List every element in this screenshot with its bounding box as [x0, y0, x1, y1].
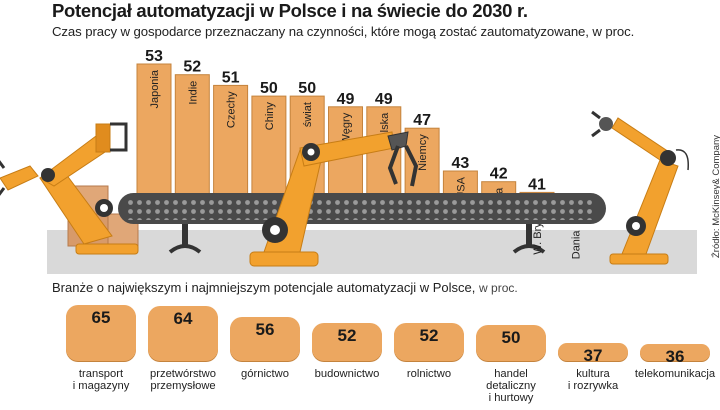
industry-label-line: kultura: [576, 368, 610, 380]
industry-label-line: przemysłowe: [150, 380, 216, 392]
industry-label-line: rolnictwo: [406, 368, 452, 380]
industry-box: 36: [640, 344, 710, 366]
industry-label-line: i hurtowy: [488, 392, 534, 404]
industry-label-line: detaliczny: [486, 380, 536, 392]
bar-value-label: 51: [222, 69, 240, 86]
bar-category-label: świat: [302, 102, 314, 127]
industry-box: 52: [312, 323, 382, 361]
bar-value-label: 52: [183, 59, 201, 76]
industry-value: 37: [583, 346, 603, 365]
industry-label: przetwórstwo przemysłowe: [133, 368, 233, 392]
industry-label: handel detaliczny i hurtowy: [461, 368, 561, 404]
conveyor-legs: [168, 222, 546, 254]
industry-label-line: transport: [78, 368, 124, 380]
industry-value: 65: [91, 308, 111, 327]
bar-value-label: 50: [260, 80, 278, 97]
industry-label-line: budownictwo: [314, 368, 380, 380]
bar-category-label: Dania: [570, 230, 582, 260]
bar-category-label: Chiny: [264, 102, 276, 131]
industry-value: 56: [255, 320, 275, 339]
industry-label: telekomunikacja: [625, 368, 720, 380]
industry-label: transport i magazyny: [51, 368, 151, 392]
industry-label: budownictwo: [297, 368, 397, 380]
bar-value-label: 53: [145, 48, 163, 65]
left-robot-arm: [0, 122, 139, 255]
bar-value-label: 50: [298, 80, 316, 97]
conveyor-belt: [118, 193, 606, 224]
industries-unit: w proc.: [479, 281, 518, 295]
industry-label-line: i rozrywka: [567, 380, 619, 392]
industries-heading: Branże o największym i najmniejszym pote…: [52, 280, 518, 295]
bar-category-label: Niemcy: [417, 134, 429, 171]
industry-label-line: górnictwo: [241, 368, 289, 380]
industry-box: 65: [66, 305, 136, 361]
industry-box: 50: [476, 325, 546, 361]
industry-label: rolnictwo: [379, 368, 479, 380]
industry-label-line: telekomunikacja: [634, 368, 716, 380]
bar-czechy: [213, 84, 249, 197]
industry-value: 64: [173, 309, 193, 328]
bar-value-label: 49: [337, 91, 355, 108]
bar-japonia: [136, 63, 172, 197]
industry-box: 56: [230, 317, 300, 361]
right-robot-arm: [591, 110, 689, 265]
bar-category-label: Węgry: [341, 112, 353, 144]
floor: [47, 230, 697, 274]
industry-value: 36: [665, 347, 685, 366]
bar-value-label: 47: [413, 112, 431, 129]
industry-box: 37: [558, 343, 628, 365]
bar-chiny: [251, 95, 287, 197]
industry-box: 52: [394, 323, 464, 361]
bar-value-label: 41: [528, 176, 546, 193]
industry-label-line: przetwórstwo: [150, 368, 216, 380]
industry-value: 50: [501, 328, 521, 347]
industry-value: 52: [337, 326, 357, 345]
bar-indie: [174, 74, 210, 197]
chart-title: Potencjał automatyzacji w Polsce i na św…: [52, 0, 528, 21]
bar-value-label: 42: [490, 166, 508, 183]
bar-usa: [442, 170, 478, 197]
industry-label-line: handel: [494, 368, 528, 380]
bar-value-label: 49: [375, 91, 393, 108]
industry-box: 64: [148, 306, 218, 361]
industry-label-line: i magazyny: [72, 380, 130, 392]
middle-robot-arm: [249, 131, 419, 267]
industry-value: 52: [419, 326, 439, 345]
industry-label: górnictwo: [215, 368, 315, 380]
automation-illustration: 53 Japonia 52 Indie 51 Czechy 50 Chiny 50 świat 49…: [0, 48, 697, 274]
bar-category-label: Indie: [187, 81, 199, 105]
bar-category-label: Japonia: [149, 69, 161, 108]
industries-heading-text: Branże o największym i najmniejszym pote…: [52, 280, 476, 295]
chart-subtitle: Czas pracy w gospodarce przeznaczany na …: [52, 24, 635, 39]
industry-label: kultura i rozrywka: [543, 368, 643, 392]
bar-category-label: Czechy: [226, 91, 238, 128]
bar-value-label: 43: [452, 155, 470, 172]
